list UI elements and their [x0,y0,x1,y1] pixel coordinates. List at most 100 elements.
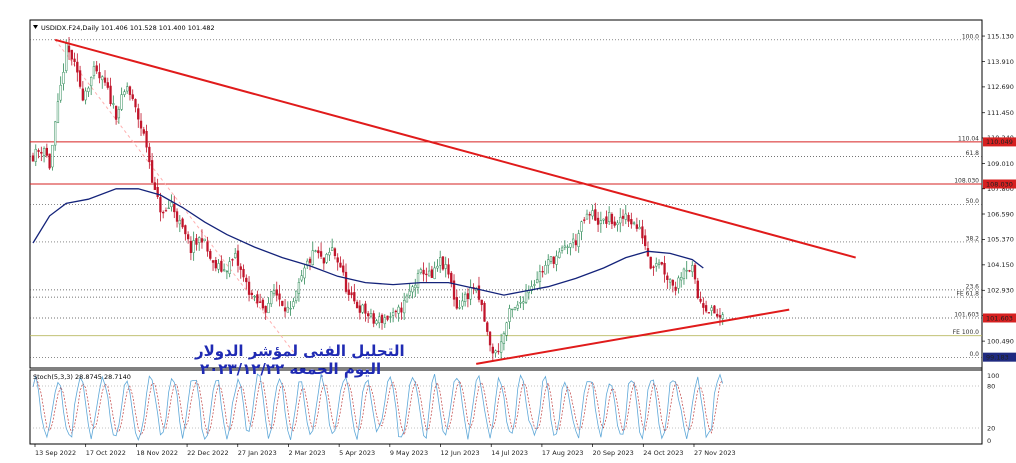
candle-body [677,277,680,289]
candle-body [56,101,60,124]
candle-body [400,307,403,313]
date-tick-label: 13 Sep 2022 [35,449,76,457]
candle-body [325,253,328,263]
candle-body [242,268,245,278]
candle-body [513,307,517,311]
candle-body [508,308,511,322]
date-tick-label: 17 Aug 2023 [542,449,584,457]
candle-body [245,277,248,283]
candle-body [372,313,375,324]
candle-body [608,212,611,222]
caption-date: اليوم الجمعه ٢٠٢٣/١٢/٢٢ [200,360,381,378]
candle-body [655,263,658,267]
ma-line[interactable] [32,188,704,296]
candle-body [674,286,677,291]
candle-body [131,94,134,99]
price-tick-label: 112.690 [987,83,1014,91]
candle-body [430,269,434,278]
candle-body [206,241,209,252]
candle-body [134,99,137,108]
stoch-level-label: 100 [987,372,999,380]
candle-body [184,225,187,235]
candle-body [283,307,287,312]
level-label: 100.0 [962,33,979,40]
candle-body [42,148,46,156]
candle-body [181,218,184,228]
candle-body [225,270,229,273]
candle-body [231,259,234,261]
candle-body [173,203,176,213]
candle-body [145,130,148,148]
stoch-level-label: 20 [987,424,995,432]
candle-body [59,84,62,101]
candle-body [602,218,605,221]
candle-body [716,313,719,317]
candle-body [577,233,580,247]
candle-body [261,299,265,309]
candle-body [450,272,453,284]
price-tick-label: 107.800 [987,185,1014,193]
candle-body [635,224,639,229]
candle-body [137,108,140,120]
candle-body [156,186,159,197]
candle-body [264,305,267,313]
price-pane[interactable] [29,19,983,369]
stochastic-pane[interactable] [29,369,983,445]
candle-body [524,290,528,303]
fib-line[interactable] [54,39,297,356]
candle-body [458,307,461,309]
date-tick-label: 22 Dec 2022 [187,449,229,457]
candle-body [572,238,575,243]
trend-line-upper[interactable] [54,38,856,259]
candle-body [433,267,436,279]
candle-body [203,238,206,242]
candle-body [511,308,514,311]
candle-body [638,226,641,230]
candle-body [31,155,35,162]
candle-body [386,315,389,320]
candle-body [369,313,373,317]
candle-body [54,121,57,146]
candle-body [663,263,666,275]
candle-body [574,240,578,246]
candle-body [333,248,337,256]
candle-body [544,265,547,275]
candle-body [236,250,240,266]
candle-body [336,257,339,263]
candle-body [599,220,603,224]
level-label: 61.8 [966,150,980,157]
trend-line-lower[interactable] [476,308,790,365]
candle-body [477,285,481,300]
candle-body [494,350,497,354]
candle-body [87,87,90,92]
candle-body [585,213,589,220]
candle-body [120,94,123,110]
candle-body [436,265,439,269]
stoch-level-label: 80 [987,382,995,390]
candle-body [641,226,644,239]
candle-body [613,221,616,226]
candle-body [331,247,334,251]
price-tick-label: 106.590 [987,210,1014,218]
price-tag [983,179,1016,189]
candle-body [405,295,409,303]
level-label: 108.030 [954,177,979,184]
price-axis-labels: 115.130113.910112.690111.450110.240109.0… [982,32,1014,345]
trend-lines [54,38,856,365]
candle-body [167,207,170,209]
candle-body [234,253,237,258]
candle-body [164,210,168,212]
candle-body [281,300,284,306]
date-tick-label: 27 Nov 2023 [694,449,736,457]
date-tick-label: 18 Nov 2022 [136,449,178,457]
candle-body [101,76,104,81]
candle-body [414,284,417,289]
price-tick-label: 111.450 [987,109,1014,117]
level-label: 0.0 [969,351,979,358]
candle-body [48,153,51,169]
chevron-down-icon[interactable] [33,25,38,29]
stochastic-oscillator: 100 80 20 0 [30,372,999,445]
candle-body [159,197,162,213]
price-tag-label: 101.603 [986,314,1013,322]
